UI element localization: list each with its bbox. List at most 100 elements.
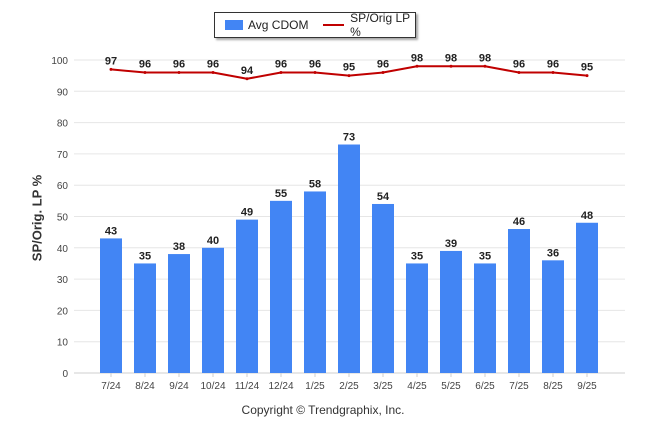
line-value-label: 98 [411, 52, 423, 64]
x-axis-ticks: 7/24 8/24 9/24 10/24 11/24 12/24 1/25 2/25 3/25 4… [101, 373, 597, 392]
line-point[interactable] [177, 71, 181, 75]
bar-value-label: 40 [207, 235, 219, 247]
line-point[interactable] [347, 74, 351, 78]
y-tick-label: 60 [57, 181, 69, 192]
x-tick-label: 5/25 [441, 381, 461, 392]
bar-value-label: 49 [241, 207, 253, 219]
legend-swatch-bar [225, 20, 243, 30]
line-point[interactable] [551, 71, 555, 75]
bar-value-label: 35 [139, 250, 151, 262]
line-value-label: 96 [513, 59, 525, 71]
bar[interactable] [270, 200, 292, 373]
bar-value-label: 38 [173, 241, 185, 253]
line-point[interactable] [143, 71, 147, 75]
line-value-label: 95 [581, 62, 593, 74]
line-point[interactable] [585, 74, 589, 78]
y-axis-ticks: 0 10 20 30 40 50 60 70 80 90 100 [51, 56, 68, 380]
line-value-label: 97 [105, 55, 117, 67]
x-tick-label: 12/24 [268, 381, 293, 392]
bar[interactable] [134, 263, 156, 373]
legend: Avg CDOM SP/Orig LP % [214, 11, 416, 39]
x-tick-label: 1/25 [305, 381, 325, 392]
x-tick-label: 9/24 [169, 381, 189, 392]
line-point[interactable] [381, 71, 385, 75]
y-tick-label: 70 [57, 150, 69, 161]
line-point[interactable] [109, 67, 113, 71]
line-data-labels: 97 96 96 96 94 96 96 95 96 98 98 98 96 96 95 [105, 52, 593, 77]
bar-series [100, 144, 598, 373]
bar[interactable] [202, 247, 224, 373]
x-tick-label: 3/25 [373, 381, 393, 392]
x-tick-label: 8/25 [543, 381, 563, 392]
bar-value-label: 73 [343, 132, 355, 144]
bar[interactable] [338, 144, 360, 373]
x-tick-label: 7/24 [101, 381, 121, 392]
bar-value-label: 35 [411, 250, 423, 262]
x-tick-label: 7/25 [509, 381, 529, 392]
line-value-label: 96 [275, 59, 287, 71]
x-tick-label: 4/25 [407, 381, 427, 392]
y-tick-label: 0 [62, 369, 68, 380]
line-value-label: 96 [547, 59, 559, 71]
bar[interactable] [576, 222, 598, 373]
y-tick-label: 80 [57, 119, 69, 130]
bar-value-label: 48 [581, 210, 593, 222]
bar[interactable] [168, 254, 190, 373]
bar-data-labels: 43 35 38 40 49 55 58 73 54 35 39 35 46 36 48 [105, 132, 593, 263]
line-value-label: 96 [207, 59, 219, 71]
line-value-label: 94 [241, 65, 254, 77]
y-tick-label: 30 [57, 275, 69, 286]
y-axis-label: SP/Orig. LP % [29, 174, 45, 262]
bar-value-label: 39 [445, 238, 457, 250]
bar-value-label: 36 [547, 247, 559, 259]
line-point[interactable] [449, 64, 453, 68]
y-tick-label: 10 [57, 338, 69, 349]
bar[interactable] [406, 263, 428, 373]
x-tick-label: 8/24 [135, 381, 155, 392]
bar[interactable] [474, 263, 496, 373]
line-value-label: 96 [309, 59, 321, 71]
line-point[interactable] [245, 77, 249, 81]
line-series [109, 64, 589, 81]
x-tick-label: 10/24 [200, 381, 225, 392]
bar[interactable] [304, 191, 326, 373]
bar[interactable] [236, 219, 258, 373]
y-tick-label: 90 [57, 87, 69, 98]
legend-item-bar[interactable]: Avg CDOM [225, 13, 308, 37]
bar[interactable] [372, 203, 394, 373]
line-point[interactable] [279, 71, 283, 75]
bar[interactable] [440, 250, 462, 373]
y-tick-label: 100 [51, 56, 68, 67]
bar[interactable] [508, 229, 530, 373]
line-value-label: 98 [479, 52, 491, 64]
x-tick-label: 2/25 [339, 381, 359, 392]
line-value-label: 98 [445, 52, 457, 64]
line-point[interactable] [483, 64, 487, 68]
legend-label-line: SP/Orig LP % [350, 11, 410, 39]
legend-swatch-line [323, 24, 345, 26]
bar-value-label: 54 [377, 191, 390, 203]
line-value-label: 95 [343, 62, 355, 74]
x-tick-label: 11/24 [235, 381, 260, 392]
line-point[interactable] [313, 71, 317, 75]
line-value-label: 96 [173, 59, 185, 71]
legend-label-bar: Avg CDOM [248, 18, 309, 32]
bar-value-label: 46 [513, 216, 525, 228]
bar-value-label: 35 [479, 250, 491, 262]
y-tick-label: 20 [57, 306, 69, 317]
legend-item-line[interactable]: SP/Orig LP % [323, 11, 415, 39]
bar[interactable] [100, 238, 122, 373]
line-point[interactable] [211, 71, 215, 75]
line-value-label: 96 [377, 59, 389, 71]
line-point[interactable] [517, 71, 521, 75]
copyright-text: Copyright © Trendgraphix, Inc. [241, 403, 405, 417]
bar-value-label: 58 [309, 178, 321, 190]
line-value-label: 96 [139, 59, 151, 71]
y-tick-label: 40 [57, 244, 69, 255]
line-point[interactable] [415, 64, 419, 68]
bar-value-label: 43 [105, 225, 117, 237]
x-tick-label: 9/25 [577, 381, 597, 392]
bar[interactable] [542, 260, 564, 373]
bar-value-label: 55 [275, 188, 287, 200]
